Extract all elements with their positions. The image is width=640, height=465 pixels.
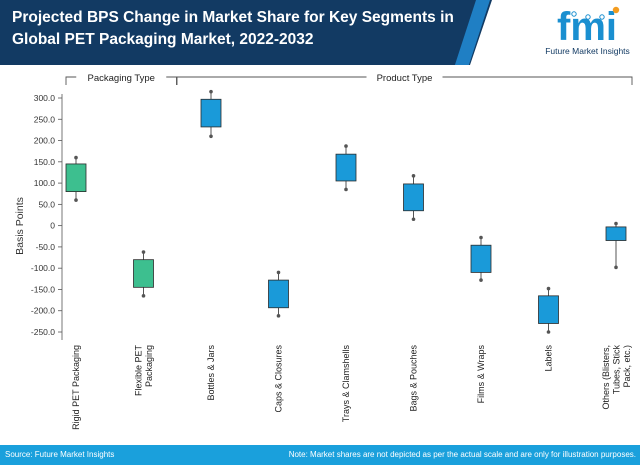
group-label: Product Type bbox=[377, 73, 433, 84]
group-label: Packaging Type bbox=[88, 73, 155, 84]
fmi-logo-mark: fmi bbox=[557, 5, 620, 49]
footer-source: Source: Future Market Insights bbox=[5, 450, 115, 459]
y-tick-label: 300.0 bbox=[34, 93, 56, 103]
x-tick-label: Rigid PET Packaging bbox=[71, 345, 81, 430]
box-plot-4 bbox=[268, 270, 289, 318]
whisker-max-cap bbox=[479, 235, 483, 240]
box-plots bbox=[65, 89, 627, 334]
whisker-max-cap bbox=[614, 221, 618, 226]
box-plot-5 bbox=[335, 144, 357, 192]
x-tick-label-line: Pack, etc.) bbox=[622, 345, 632, 388]
x-tick-label-line: Others (Blisters, bbox=[601, 345, 611, 410]
group-bracket-left bbox=[65, 76, 77, 85]
y-tick-label: -100.0 bbox=[31, 263, 55, 273]
x-tick-label-line: Flexible PET bbox=[134, 345, 144, 397]
whisker-min-cap bbox=[614, 265, 618, 270]
box-plot-6 bbox=[403, 174, 424, 222]
y-tick-label: -250.0 bbox=[31, 327, 55, 337]
box-plot-2 bbox=[133, 250, 154, 298]
x-axis-labels: Rigid PET Packaging Flexible PETPackaging… bbox=[71, 345, 632, 430]
whisker-min-cap bbox=[411, 217, 416, 222]
x-tick-label-line: Bottles & Jars bbox=[206, 345, 216, 401]
whisker-min-cap bbox=[209, 134, 213, 139]
chart-title: Projected BPS Change in Market Share for… bbox=[12, 9, 454, 48]
box-rect bbox=[335, 153, 357, 182]
x-tick-label: Others (Blisters,Tubes, StickPack, etc.) bbox=[601, 345, 632, 410]
group-bracket-right bbox=[166, 76, 177, 85]
logo-caption: Future Market Insights bbox=[545, 46, 630, 56]
box-rect bbox=[470, 244, 492, 273]
y-tick-label: 200.0 bbox=[34, 136, 56, 146]
whisker-min-cap bbox=[74, 198, 78, 202]
box-rect bbox=[200, 98, 222, 128]
header-banner: Projected BPS Change in Market Share for… bbox=[0, 0, 640, 65]
box-plot-9 bbox=[605, 221, 627, 270]
whisker-max-cap bbox=[546, 286, 551, 291]
whisker-max-cap bbox=[74, 155, 78, 160]
x-tick-label-line: Labels bbox=[544, 345, 554, 372]
box-rect bbox=[65, 163, 87, 193]
box-rect bbox=[268, 279, 289, 309]
y-tick-label: 250.0 bbox=[34, 114, 56, 124]
y-tick-label: 100.0 bbox=[34, 178, 56, 188]
footer-bar: Source: Future Market Insights Note: Mar… bbox=[0, 445, 640, 465]
x-tick-label-line: Trays & Clamshells bbox=[341, 345, 351, 423]
y-tick-label: 150.0 bbox=[34, 157, 56, 167]
x-tick-label: Trays & Clamshells bbox=[341, 345, 351, 423]
category-groups: Packaging Type Product Type bbox=[65, 73, 633, 85]
box-rect bbox=[403, 183, 424, 212]
box-rect bbox=[605, 226, 627, 241]
whisker-min-cap bbox=[276, 314, 281, 318]
box-plot-8 bbox=[538, 286, 559, 334]
y-tick-label: -200.0 bbox=[31, 306, 55, 316]
y-tick-label: -50.0 bbox=[36, 242, 56, 252]
box-chart: Packaging Type Product Type 300.0 250.0 200… bbox=[14, 73, 633, 430]
box-rect bbox=[133, 259, 154, 288]
whisker-min-cap bbox=[141, 294, 146, 298]
y-tick-label: 50.0 bbox=[38, 199, 55, 209]
x-tick-label-line: Bags & Pouches bbox=[409, 345, 419, 412]
whisker-min-cap bbox=[479, 278, 483, 282]
whisker-max-cap bbox=[141, 250, 146, 254]
whisker-max-cap bbox=[209, 89, 213, 94]
footer-note: Note: Market shares are not depicted as … bbox=[288, 450, 636, 459]
box-plot-1 bbox=[65, 155, 87, 202]
group-bracket-right bbox=[442, 76, 633, 85]
y-tick-label: 0 bbox=[50, 221, 55, 231]
x-tick-label-line: Films & Wraps bbox=[476, 345, 486, 404]
x-tick-label-line: Caps & Closures bbox=[274, 345, 284, 413]
whisker-min-cap bbox=[344, 187, 348, 192]
group-bracket-left bbox=[176, 76, 367, 85]
y-tick-label: -150.0 bbox=[31, 284, 55, 294]
y-axis: 300.0 250.0 200.0 150.0 100.0 50.0 0 -50.0 -100.… bbox=[31, 93, 63, 340]
y-axis-title: Basis Points bbox=[14, 197, 26, 255]
whisker-min-cap bbox=[546, 330, 551, 334]
x-tick-label: Bottles & Jars bbox=[206, 345, 216, 401]
logo-panel bbox=[470, 0, 640, 65]
x-tick-label: Films & Wraps bbox=[476, 345, 486, 404]
x-tick-label-line: Rigid PET Packaging bbox=[71, 345, 81, 430]
box-plot-7 bbox=[470, 235, 492, 282]
x-tick-label: Bags & Pouches bbox=[409, 345, 419, 412]
whisker-max-cap bbox=[276, 270, 281, 275]
logo-dots bbox=[571, 6, 620, 20]
box-rect bbox=[538, 295, 559, 324]
x-tick-label: Labels bbox=[544, 345, 554, 372]
x-tick-label-line: Tubes, Stick bbox=[612, 345, 622, 395]
box-plot-3 bbox=[200, 89, 222, 139]
x-tick-label: Caps & Closures bbox=[274, 345, 284, 413]
whisker-max-cap bbox=[344, 144, 348, 148]
x-tick-label-line: Packaging bbox=[144, 345, 154, 387]
x-tick-label: Flexible PETPackaging bbox=[134, 345, 155, 397]
fmi-logo-letters: fmi bbox=[557, 5, 617, 48]
whisker-max-cap bbox=[411, 174, 416, 178]
fmi-logo: fmi Future Market Insights bbox=[540, 4, 635, 62]
